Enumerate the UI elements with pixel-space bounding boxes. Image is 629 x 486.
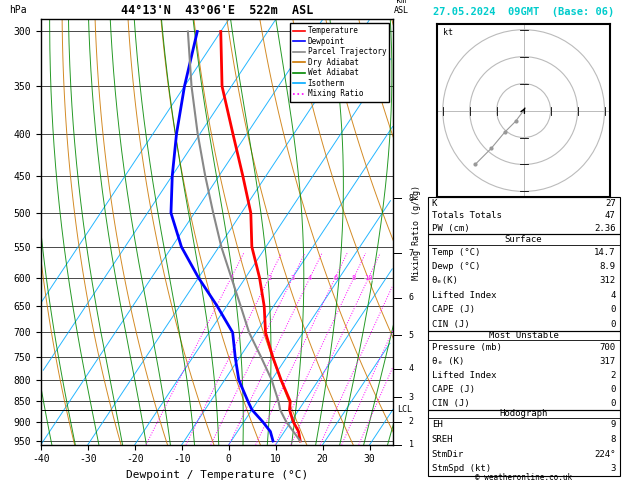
Text: 47: 47: [605, 211, 616, 220]
Text: 0: 0: [610, 305, 616, 314]
Bar: [428, 197, 620, 234]
Text: 5: 5: [409, 330, 414, 340]
Text: Pressure (mb): Pressure (mb): [431, 343, 501, 351]
Text: Hodograph: Hodograph: [499, 410, 548, 418]
Text: 1: 1: [409, 440, 414, 449]
Legend: Temperature, Dewpoint, Parcel Trajectory, Dry Adiabat, Wet Adiabat, Isotherm, Mi: Temperature, Dewpoint, Parcel Trajectory…: [290, 23, 389, 102]
Text: 8: 8: [610, 435, 616, 444]
Text: 2: 2: [610, 371, 616, 380]
Text: 3: 3: [610, 465, 616, 473]
Text: 6: 6: [409, 294, 414, 302]
Text: 8.9: 8.9: [599, 262, 616, 271]
Text: K: K: [431, 199, 437, 208]
Text: Temp (°C): Temp (°C): [431, 248, 480, 257]
Text: LCL: LCL: [398, 405, 412, 414]
Bar: [428, 410, 620, 476]
Text: StmSpd (kt): StmSpd (kt): [431, 465, 491, 473]
Text: 224°: 224°: [594, 450, 616, 459]
Text: kt: kt: [443, 28, 453, 37]
Title: 44°13'N  43°06'E  522m  ASL: 44°13'N 43°06'E 522m ASL: [121, 4, 313, 17]
Text: Surface: Surface: [505, 235, 542, 244]
Text: 1: 1: [229, 275, 233, 281]
Text: 0: 0: [610, 399, 616, 408]
Text: Dewp (°C): Dewp (°C): [431, 262, 480, 271]
Text: 14.7: 14.7: [594, 248, 616, 257]
Text: Totals Totals: Totals Totals: [431, 211, 501, 220]
Text: 27: 27: [605, 199, 616, 208]
Text: 2.36: 2.36: [594, 224, 616, 233]
Text: 9: 9: [610, 420, 616, 430]
Text: 10: 10: [364, 275, 373, 281]
Text: CIN (J): CIN (J): [431, 320, 469, 329]
Text: CIN (J): CIN (J): [431, 399, 469, 408]
Text: StmDir: StmDir: [431, 450, 464, 459]
Text: EH: EH: [431, 420, 442, 430]
Text: © weatheronline.co.uk: © weatheronline.co.uk: [475, 473, 572, 482]
Text: hPa: hPa: [9, 5, 27, 15]
Text: 4: 4: [308, 275, 312, 281]
Text: θₑ(K): θₑ(K): [431, 277, 459, 285]
X-axis label: Dewpoint / Temperature (°C): Dewpoint / Temperature (°C): [126, 470, 308, 480]
Text: 4: 4: [610, 291, 616, 300]
Text: CAPE (J): CAPE (J): [431, 305, 475, 314]
Text: 0: 0: [610, 385, 616, 394]
Bar: [428, 331, 620, 410]
Text: θₑ (K): θₑ (K): [431, 357, 464, 365]
Text: 27.05.2024  09GMT  (Base: 06): 27.05.2024 09GMT (Base: 06): [433, 7, 615, 17]
Text: 2: 2: [267, 275, 271, 281]
Text: 4: 4: [409, 364, 414, 373]
Text: Lifted Index: Lifted Index: [431, 371, 496, 380]
Text: 8: 8: [352, 275, 356, 281]
Text: Most Unstable: Most Unstable: [489, 331, 559, 340]
Text: 8: 8: [409, 194, 414, 203]
Text: 700: 700: [599, 343, 616, 351]
Text: PW (cm): PW (cm): [431, 224, 469, 233]
Bar: [428, 234, 620, 331]
Text: km
ASL: km ASL: [394, 0, 408, 15]
Text: 3: 3: [409, 393, 414, 402]
Text: 317: 317: [599, 357, 616, 365]
Text: 0: 0: [610, 320, 616, 329]
Text: Lifted Index: Lifted Index: [431, 291, 496, 300]
Text: 7: 7: [409, 249, 414, 258]
Text: 2: 2: [409, 417, 414, 426]
Text: Mixing Ratio (g/kg): Mixing Ratio (g/kg): [412, 185, 421, 279]
Text: 312: 312: [599, 277, 616, 285]
Text: 6: 6: [333, 275, 337, 281]
Text: SREH: SREH: [431, 435, 453, 444]
Text: CAPE (J): CAPE (J): [431, 385, 475, 394]
Text: 3: 3: [291, 275, 295, 281]
